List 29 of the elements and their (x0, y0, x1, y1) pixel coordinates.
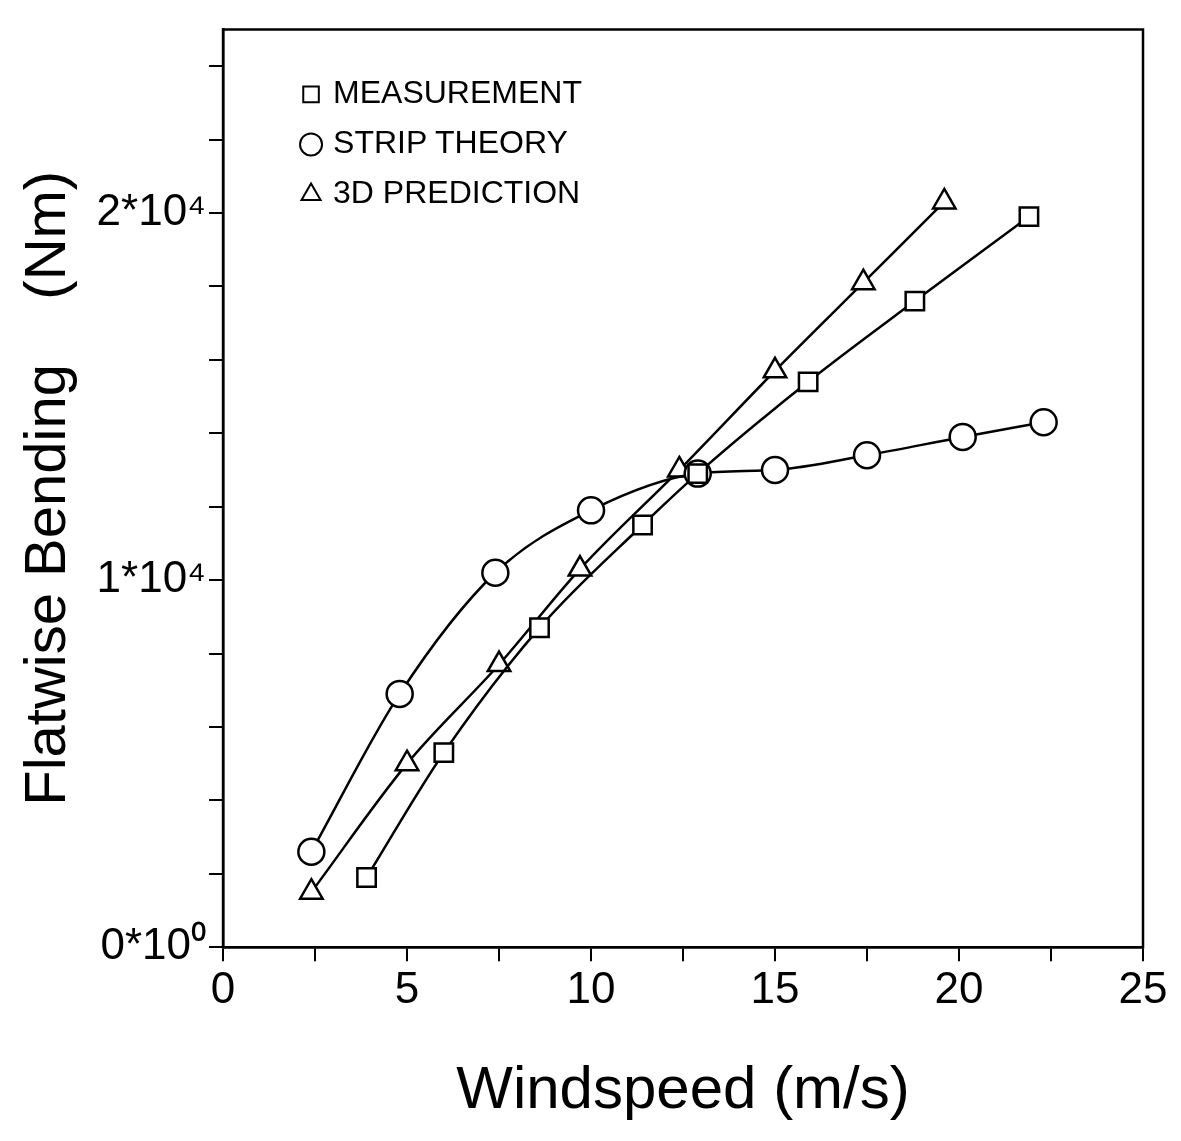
legend-label: MEASUREMENT (333, 74, 582, 111)
point (1018, 206, 1040, 228)
y-axis-title: Flatwise Bending (Nm) (11, 170, 77, 806)
legend-label: 3D PREDICTION (333, 174, 581, 211)
point (481, 558, 510, 587)
x-tick-label: 0 (210, 962, 236, 1012)
x-tick-label: 25 (1118, 962, 1168, 1012)
point (948, 422, 977, 452)
point (297, 837, 326, 866)
legend-label: STRIP THEORY (333, 124, 568, 161)
point (1029, 407, 1058, 437)
point (760, 455, 790, 485)
x-tick-label: 15 (750, 962, 800, 1012)
y-tick-label: 1*10⁴ (96, 552, 207, 602)
point (529, 617, 550, 639)
point (797, 371, 819, 393)
x-tick-label: 20 (934, 962, 984, 1012)
y-tick-label: 0*10⁰ (100, 919, 207, 969)
x-tick-label: 5 (394, 962, 420, 1012)
point (852, 441, 882, 470)
point (576, 496, 606, 525)
point (385, 679, 414, 709)
y-tick-label: 2*10⁴ (96, 185, 207, 235)
x-tick-label: 10 (566, 962, 616, 1012)
x-axis-title: Windspeed (m/s) (456, 1053, 910, 1121)
point (433, 742, 455, 764)
point (356, 867, 377, 888)
point (904, 290, 926, 312)
point (632, 514, 653, 536)
